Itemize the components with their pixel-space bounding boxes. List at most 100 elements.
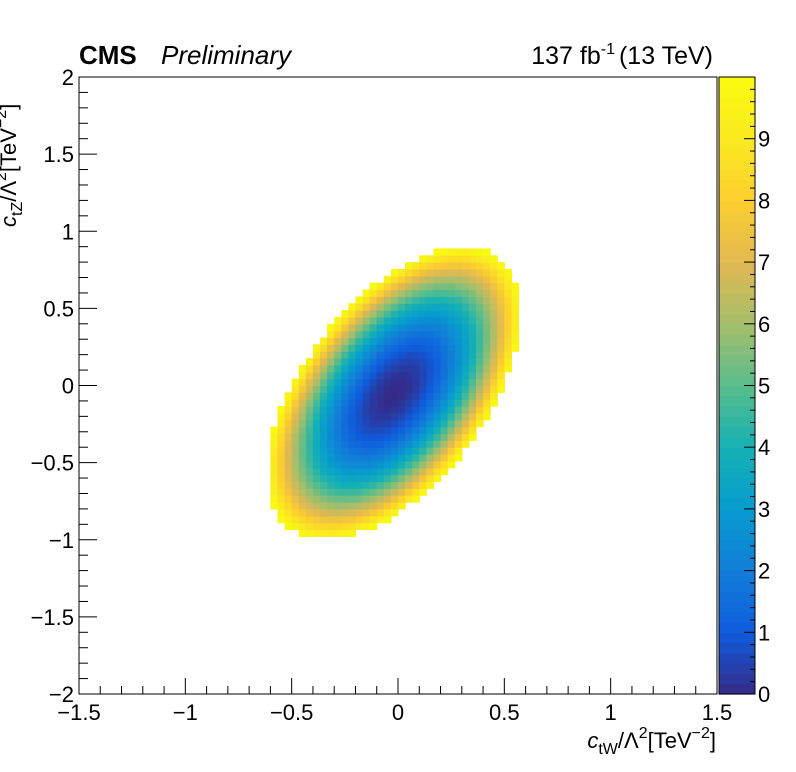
heatmap-cell <box>355 522 364 531</box>
color-bar-segment <box>719 303 755 315</box>
heatmap-cell <box>312 364 321 373</box>
heatmap-cell <box>390 316 399 325</box>
heatmap-cell <box>511 310 520 318</box>
heatmap-cell <box>362 447 371 455</box>
heatmap-cell <box>284 481 293 489</box>
x-axis-ticks: −1.5 −1 −0.5 0 0.5 1 1.5 <box>57 678 732 725</box>
color-bar-segment <box>719 673 755 685</box>
color-bar-segment <box>719 467 755 479</box>
heatmap-cell <box>412 495 420 503</box>
heatmap-cell <box>376 508 385 517</box>
heatmap-cell <box>291 488 300 496</box>
heatmap-cell <box>383 371 392 380</box>
heatmap-cell <box>475 289 484 297</box>
heatmap-cell <box>426 481 435 489</box>
heatmap-cell <box>419 406 427 414</box>
heatmap-cell <box>341 502 349 510</box>
heatmap-cell <box>383 358 392 366</box>
heatmap-cell <box>447 454 456 462</box>
heatmap-cell <box>440 371 449 380</box>
heatmap-cell <box>376 488 385 496</box>
heatmap-cell <box>511 344 520 352</box>
heatmap-cell <box>490 268 498 277</box>
heatmap-cell <box>305 433 314 441</box>
heatmap-cell <box>341 488 349 496</box>
heatmap-cell <box>355 371 364 380</box>
heatmap-cell <box>362 303 371 311</box>
heatmap-cell <box>426 419 435 428</box>
heatmap-cell <box>383 495 392 503</box>
heatmap-cell <box>320 488 328 496</box>
heatmap-cell <box>461 426 470 435</box>
heatmap-cell <box>433 303 442 311</box>
heatmap-cell <box>419 282 427 291</box>
heatmap-cell <box>320 508 328 517</box>
heatmap-cell <box>270 426 279 435</box>
heatmap-cell <box>383 454 392 462</box>
heatmap-cell <box>419 440 427 448</box>
heatmap-cell <box>334 460 342 469</box>
heatmap-cell <box>483 303 491 311</box>
heatmap-cell <box>376 303 385 311</box>
heatmap-cell <box>383 337 392 345</box>
heatmap-cell <box>461 358 470 366</box>
heatmap-cell <box>277 508 286 517</box>
heatmap-cell <box>348 447 357 455</box>
heatmap-cell <box>504 323 513 332</box>
heatmap-cell <box>355 358 364 366</box>
heatmap-cell <box>327 515 335 524</box>
heatmap-cell <box>412 310 420 318</box>
heatmap-cell <box>433 447 442 455</box>
color-bar-segment <box>719 179 755 191</box>
heatmap-cell <box>504 330 513 339</box>
heatmap-cell <box>362 502 371 510</box>
heatmap-cell <box>312 399 321 407</box>
heatmap-cell <box>334 522 342 531</box>
y-tick-label: −0.5 <box>31 451 74 476</box>
heatmap-cell <box>398 495 406 503</box>
y-axis-ticks: −2 −1.5 −1 −0.5 0 0.5 1 1.5 2 <box>31 65 97 707</box>
heatmap-cell <box>376 371 385 380</box>
heatmap-cell <box>291 460 300 469</box>
heatmap-cell <box>426 323 435 332</box>
heatmap-cells <box>270 248 520 537</box>
heatmap-cell <box>341 385 349 393</box>
heatmap-cell <box>398 371 406 380</box>
heatmap-cell <box>348 467 357 476</box>
heatmap-cell <box>497 378 505 387</box>
heatmap-cell <box>398 454 406 462</box>
heatmap-cell <box>483 282 491 291</box>
heatmap-cell <box>468 337 477 345</box>
heatmap-cell <box>390 495 399 503</box>
heatmap-cell <box>320 495 328 503</box>
heatmap-cell <box>440 378 449 387</box>
heatmap-cell <box>454 310 463 318</box>
heatmap-cell <box>405 358 413 366</box>
heatmap-cell <box>298 481 307 489</box>
heatmap-cell <box>348 522 357 531</box>
heatmap-cell <box>383 426 392 435</box>
heatmap-cell <box>355 330 364 339</box>
heatmap-cell <box>284 399 293 407</box>
heatmap-cell <box>277 502 286 510</box>
heatmap-cell <box>468 296 477 304</box>
heatmap-cell <box>305 378 314 387</box>
heatmap-cell <box>355 440 364 448</box>
heatmap-cell <box>419 412 427 421</box>
heatmap-cell <box>454 323 463 332</box>
heatmap-cell <box>412 399 420 407</box>
heatmap-cell <box>419 323 427 332</box>
heatmap-cell <box>447 330 456 339</box>
heatmap-cell <box>383 310 392 318</box>
heatmap-cell <box>383 330 392 339</box>
heatmap-cell <box>483 262 491 270</box>
heatmap-cell <box>504 337 513 345</box>
heatmap-cell <box>398 447 406 455</box>
heatmap-cell <box>334 399 342 407</box>
heatmap-cell <box>440 385 449 393</box>
heatmap-cell <box>383 412 392 421</box>
color-bar-segment <box>719 457 755 469</box>
color-bar-segment <box>719 148 755 160</box>
heatmap-cell <box>497 344 505 352</box>
heatmap-cell <box>483 412 491 421</box>
